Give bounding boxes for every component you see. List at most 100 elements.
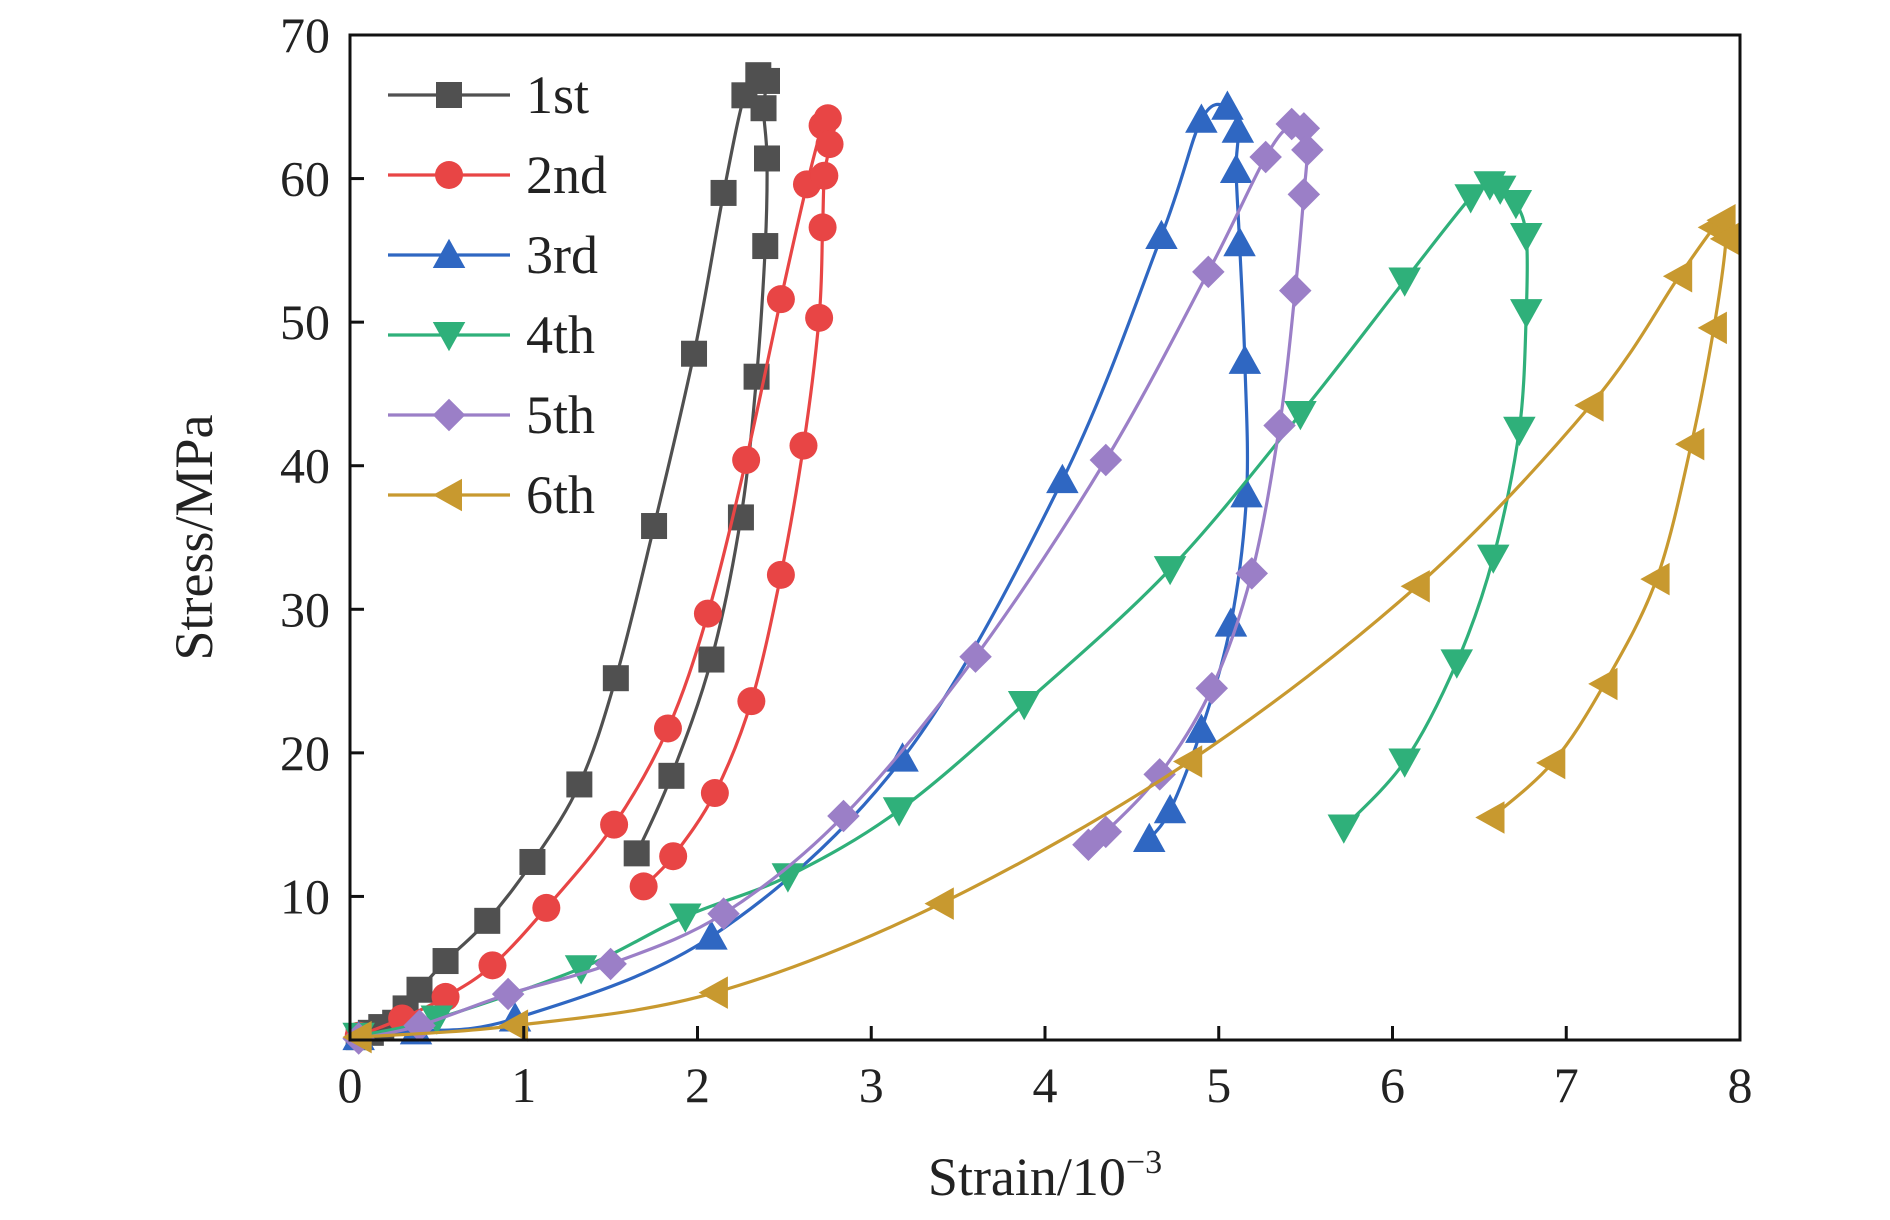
series-6: [342, 204, 1740, 1054]
data-point: [1228, 344, 1262, 374]
legend-item: 4th: [388, 305, 595, 365]
data-point: [815, 130, 844, 159]
data-point: [1007, 691, 1041, 721]
data-point: [810, 161, 839, 190]
data-point: [1662, 260, 1693, 293]
data-point: [1230, 478, 1263, 508]
x-tick-label: 4: [1033, 1057, 1058, 1113]
x-tick-label: 8: [1728, 1057, 1753, 1113]
data-point: [1574, 389, 1604, 422]
data-point: [698, 646, 725, 673]
data-point: [532, 893, 561, 922]
data-point: [629, 872, 658, 901]
data-point: [1510, 223, 1543, 253]
legend-label: 5th: [526, 385, 595, 445]
data-point: [600, 810, 629, 839]
x-tick-label: 5: [1206, 1057, 1231, 1113]
data-point: [737, 687, 766, 716]
x-tick-label: 1: [511, 1057, 536, 1113]
legend-label: 4th: [526, 305, 595, 365]
legend-item: 5th: [388, 385, 595, 445]
legend-item: 1st: [388, 65, 589, 125]
y-tick-label: 70: [280, 7, 330, 63]
data-point: [882, 797, 916, 827]
legend-swatch-marker: [432, 398, 466, 432]
data-point: [1235, 557, 1268, 590]
data-point: [519, 848, 546, 875]
data-point: [1510, 299, 1543, 329]
data-point: [406, 976, 433, 1003]
data-point: [766, 560, 795, 589]
data-point: [805, 303, 834, 332]
data-point: [641, 513, 668, 540]
data-point: [1287, 178, 1321, 211]
data-point: [1133, 822, 1166, 852]
legend-label: 3rd: [526, 225, 598, 285]
x-axis-label-base: Strain/10: [928, 1147, 1126, 1207]
data-point: [886, 742, 919, 772]
data-point: [342, 1020, 372, 1054]
x-tick-label: 2: [685, 1057, 710, 1113]
data-point: [754, 67, 780, 94]
data-point: [827, 799, 860, 833]
data-point: [1192, 255, 1225, 289]
data-point: [1185, 713, 1218, 743]
data-point: [681, 340, 708, 367]
data-point: [1219, 153, 1253, 183]
y-tick-label: 40: [280, 438, 330, 494]
x-axis-label-superscript: −3: [1126, 1144, 1162, 1181]
x-tick-label: 0: [338, 1057, 363, 1113]
legend-label: 1st: [526, 65, 589, 125]
data-point: [789, 431, 818, 460]
legend-item: 3rd: [388, 225, 598, 285]
data-point: [1185, 103, 1218, 133]
legend-label: 2nd: [526, 145, 607, 205]
data-point: [1475, 801, 1505, 834]
data-point: [813, 104, 842, 133]
data-point: [1046, 463, 1079, 494]
data-point: [669, 903, 702, 933]
data-point: [1195, 672, 1228, 705]
data-point: [1706, 204, 1736, 237]
data-point: [1388, 267, 1421, 297]
data-point: [1249, 140, 1282, 174]
data-point: [478, 951, 507, 980]
plot-area: [342, 62, 1740, 1055]
y-tick-label: 30: [280, 581, 330, 637]
legend-swatch-marker: [432, 478, 462, 512]
x-tick-label: 7: [1554, 1057, 1579, 1113]
data-point: [924, 887, 954, 920]
x-tick-label: 6: [1380, 1057, 1405, 1113]
data-point: [474, 907, 501, 934]
data-point: [498, 1009, 529, 1042]
data-point: [431, 982, 460, 1011]
data-point: [1697, 311, 1727, 345]
data-point: [1499, 190, 1533, 220]
legend: 1st 2nd 3rd 4th 5th 6th: [388, 65, 607, 525]
legend-swatch-marker: [436, 82, 462, 108]
data-point: [808, 213, 837, 242]
data-point: [566, 771, 593, 798]
data-point: [1153, 556, 1187, 586]
data-point: [1388, 748, 1421, 778]
data-point: [623, 840, 650, 867]
data-point: [1145, 219, 1178, 249]
x-axis-label: Strain/10−3: [928, 1144, 1162, 1207]
axis-ticks: 0 1 2 3 4 5 6 7 8 10 20 30 40 50 60 70: [280, 7, 1753, 1113]
data-point: [754, 145, 780, 172]
data-point: [564, 955, 598, 985]
data-point: [1536, 746, 1566, 780]
data-point: [710, 179, 737, 206]
data-point: [1291, 133, 1324, 167]
data-point: [1400, 570, 1430, 603]
data-point: [959, 640, 992, 673]
data-point: [750, 95, 777, 122]
data-point: [491, 977, 525, 1011]
data-point: [658, 762, 685, 789]
data-point: [1454, 184, 1487, 214]
data-point: [1153, 794, 1187, 824]
data-point: [1279, 274, 1312, 307]
data-point: [752, 233, 779, 260]
data-point: [1211, 90, 1244, 120]
